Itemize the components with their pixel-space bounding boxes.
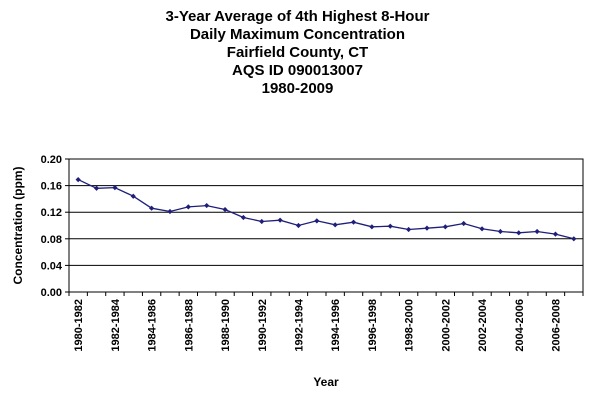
x-tick-label: 1980-1982 [73, 299, 85, 352]
data-point [295, 222, 302, 229]
x-tick-label: 1990-1992 [257, 299, 269, 352]
x-tick-label: 2002-2004 [477, 298, 489, 351]
y-tick-label: 0.16 [41, 181, 62, 193]
data-point [534, 228, 540, 235]
data-point [516, 230, 522, 236]
title-line-4: AQS ID 090013007 [232, 62, 363, 79]
x-tick-label: 2000-2002 [440, 299, 452, 352]
y-axis-title: Concentration (ppm) [11, 167, 25, 285]
title-line-1: 3-Year Average of 4th Highest 8-Hour [165, 8, 430, 25]
data-point [277, 217, 283, 223]
x-tick-label: 1992-1994 [293, 298, 305, 351]
y-axis-ticks: 0.00 0.04 0.08 0.12 0.16 0.20 [41, 154, 69, 299]
x-tick-label: 1998-2000 [404, 299, 416, 352]
data-point [222, 206, 228, 213]
data-point [497, 228, 503, 235]
x-axis-title: Year [313, 375, 339, 389]
data-point [571, 236, 577, 242]
series-line [77, 179, 574, 240]
data-point [332, 222, 338, 228]
gridlines [69, 158, 583, 266]
x-tick-label: 2006-2008 [550, 299, 562, 352]
data-point [369, 224, 375, 230]
data-point [552, 231, 559, 237]
data-point [424, 225, 430, 231]
y-tick-label: 0.00 [41, 287, 62, 299]
data-point [93, 185, 100, 191]
x-tick-label: 1994-1996 [330, 299, 342, 352]
data-point [167, 208, 173, 215]
data-point [204, 202, 210, 209]
y-tick-label: 0.08 [41, 234, 62, 246]
y-tick-label: 0.12 [41, 207, 62, 219]
data-point [149, 205, 155, 211]
data-point [350, 219, 357, 225]
data-point [479, 226, 485, 232]
title-line-2: Daily Maximum Concentration [189, 26, 406, 43]
data-point [240, 214, 246, 221]
data-point [406, 226, 412, 233]
title-line-3: Fairfield County, CT [226, 44, 369, 61]
data-point [387, 223, 393, 229]
data-point [314, 218, 320, 224]
data-point [461, 220, 467, 227]
data-point [259, 218, 265, 225]
data-point [185, 204, 191, 210]
title-line-5: 1980-2009 [261, 80, 334, 97]
data-point [442, 224, 448, 230]
x-axis-ticks: 1980-1982 1982-1984 1984-1986 1986-1988 1988… [68, 292, 584, 352]
x-tick-label: 1984-1986 [147, 299, 159, 352]
y-tick-label: 0.04 [41, 260, 63, 272]
data-point [75, 177, 81, 183]
x-tick-label: 1988-1990 [220, 299, 232, 352]
y-tick-label: 0.20 [41, 154, 62, 166]
x-tick-label: 2004-2006 [514, 299, 526, 352]
chart-title: 3-Year Average of 4th Highest 8-Hour Dai… [0, 8, 595, 98]
x-tick-label: 1996-1998 [367, 299, 379, 352]
data-point [130, 193, 136, 199]
series-concentration [75, 177, 577, 242]
x-tick-label: 1986-1988 [183, 299, 195, 352]
data-point [112, 184, 118, 191]
plot-frame [68, 158, 584, 293]
x-tick-label: 1982-1984 [110, 298, 122, 351]
